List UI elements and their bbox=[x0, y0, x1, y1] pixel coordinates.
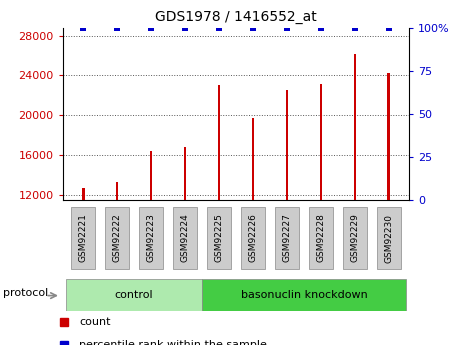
Bar bbox=[202, 279, 406, 311]
Bar bbox=[353, 53, 356, 315]
Point bbox=[80, 25, 87, 30]
FancyBboxPatch shape bbox=[377, 207, 401, 269]
Text: GSM92224: GSM92224 bbox=[180, 214, 190, 263]
Text: control: control bbox=[115, 290, 153, 300]
Point bbox=[113, 25, 121, 30]
Bar bbox=[116, 182, 119, 315]
Bar bbox=[218, 86, 220, 315]
Point bbox=[351, 25, 359, 30]
Point bbox=[283, 25, 291, 30]
Bar bbox=[82, 188, 85, 315]
Bar bbox=[387, 73, 390, 315]
Text: GSM92227: GSM92227 bbox=[282, 214, 292, 263]
Point bbox=[249, 25, 257, 30]
FancyBboxPatch shape bbox=[275, 207, 299, 269]
FancyBboxPatch shape bbox=[139, 207, 163, 269]
Text: GSM92223: GSM92223 bbox=[146, 214, 156, 263]
Text: GSM92229: GSM92229 bbox=[350, 214, 359, 263]
Text: count: count bbox=[79, 317, 111, 327]
Bar bbox=[184, 147, 186, 315]
Text: GSM92226: GSM92226 bbox=[248, 214, 258, 263]
Text: protocol: protocol bbox=[3, 288, 48, 298]
Point bbox=[385, 25, 392, 30]
Bar bbox=[150, 151, 153, 315]
Point bbox=[317, 25, 325, 30]
Text: GSM92222: GSM92222 bbox=[113, 214, 122, 263]
Bar bbox=[252, 118, 254, 315]
Text: basonuclin knockdown: basonuclin knockdown bbox=[240, 290, 367, 300]
Text: percentile rank within the sample: percentile rank within the sample bbox=[79, 341, 267, 345]
FancyBboxPatch shape bbox=[71, 207, 95, 269]
Text: GSM92230: GSM92230 bbox=[384, 214, 393, 263]
Title: GDS1978 / 1416552_at: GDS1978 / 1416552_at bbox=[155, 10, 317, 24]
Text: GSM92221: GSM92221 bbox=[79, 214, 88, 263]
FancyBboxPatch shape bbox=[105, 207, 129, 269]
Bar bbox=[286, 90, 288, 315]
Bar bbox=[319, 85, 322, 315]
Text: GSM92228: GSM92228 bbox=[316, 214, 326, 263]
Text: GSM92225: GSM92225 bbox=[214, 214, 224, 263]
FancyBboxPatch shape bbox=[173, 207, 197, 269]
FancyBboxPatch shape bbox=[343, 207, 367, 269]
FancyBboxPatch shape bbox=[207, 207, 231, 269]
FancyBboxPatch shape bbox=[241, 207, 265, 269]
Point bbox=[215, 25, 223, 30]
Point bbox=[181, 25, 189, 30]
Point bbox=[147, 25, 155, 30]
Bar bbox=[66, 279, 202, 311]
FancyBboxPatch shape bbox=[309, 207, 333, 269]
